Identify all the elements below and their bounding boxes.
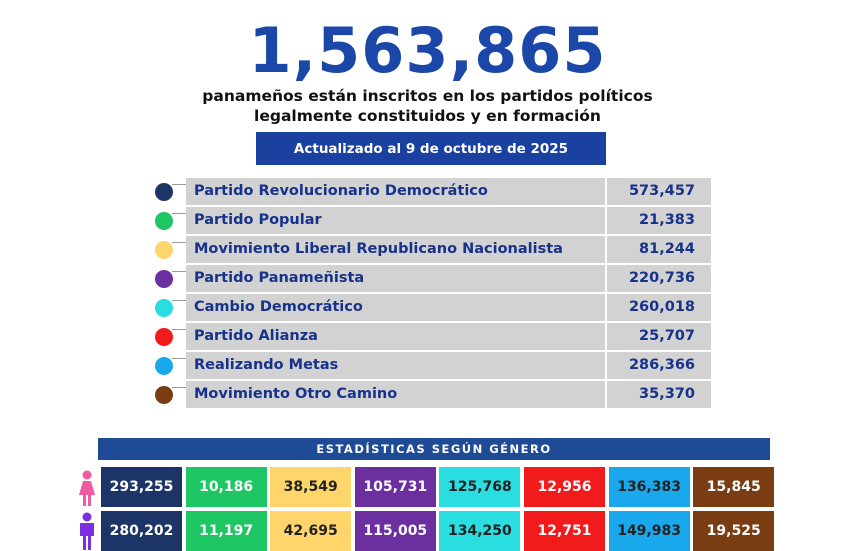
- female-count-cell: 125,768: [439, 467, 521, 507]
- party-value: 573,457: [607, 178, 711, 205]
- party-name: Movimiento Liberal Republicano Nacionali…: [186, 236, 605, 263]
- party-color-dot-icon: [155, 183, 173, 201]
- party-color-dot-icon: [155, 386, 173, 404]
- male-count-cell: 149,983: [608, 511, 690, 551]
- female-count-cell: 15,845: [693, 467, 775, 507]
- party-color-dot-icon: [155, 328, 173, 346]
- party-color-dot-icon: [155, 241, 173, 259]
- gender-stats-header: ESTADÍSTICAS SEGÚN GÉNERO: [98, 438, 770, 460]
- party-value: 286,366: [607, 352, 711, 379]
- party-name: Partido Alianza: [186, 323, 605, 350]
- party-name: Partido Revolucionario Democrático: [186, 178, 605, 205]
- connector-line: [172, 300, 186, 301]
- party-color-dot-icon: [155, 212, 173, 230]
- party-value: 81,244: [607, 236, 711, 263]
- connector-line: [172, 242, 186, 243]
- party-value: 25,707: [607, 323, 711, 350]
- female-count-cell: 105,731: [354, 467, 436, 507]
- male-count-cell: 42,695: [270, 511, 352, 551]
- male-count-cell: 280,202: [101, 511, 182, 551]
- male-count-cell: 115,005: [354, 511, 436, 551]
- male-icon: [80, 512, 94, 550]
- party-color-dot-icon: [155, 357, 173, 375]
- party-value: 260,018: [607, 294, 711, 321]
- party-name: Realizando Metas: [186, 352, 605, 379]
- connector-line: [172, 358, 186, 359]
- female-count-cell: 12,956: [524, 467, 605, 507]
- party-name: Partido Panameñista: [186, 265, 605, 292]
- connector-line: [172, 184, 186, 185]
- female-count-cell: 293,255: [101, 467, 182, 507]
- subtitle-line2: legalmente constituidos y en formación: [254, 107, 601, 125]
- updated-banner: Actualizado al 9 de octubre de 2025: [256, 132, 606, 165]
- male-count-cell: 19,525: [693, 511, 775, 551]
- party-name: Partido Popular: [186, 207, 605, 234]
- male-count-cell: 12,751: [524, 511, 605, 551]
- female-icon: [79, 470, 95, 506]
- male-count-cell: 11,197: [185, 511, 267, 551]
- female-count-cell: 136,383: [608, 467, 690, 507]
- party-value: 21,383: [607, 207, 711, 234]
- subtitle-line1: panameños están inscritos en los partido…: [202, 87, 653, 105]
- female-count-cell: 10,186: [185, 467, 267, 507]
- party-color-dot-icon: [155, 270, 173, 288]
- party-name: Cambio Democrático: [186, 294, 605, 321]
- connector-line: [172, 213, 186, 214]
- party-value: 35,370: [607, 381, 711, 408]
- connector-line: [172, 329, 186, 330]
- party-name: Movimiento Otro Camino: [186, 381, 605, 408]
- party-color-dot-icon: [155, 299, 173, 317]
- party-value: 220,736: [607, 265, 711, 292]
- connector-line: [172, 271, 186, 272]
- connector-line: [172, 387, 186, 388]
- female-count-cell: 38,549: [270, 467, 352, 507]
- total-count: 1,563,865: [248, 14, 607, 87]
- male-count-cell: 134,250: [439, 511, 521, 551]
